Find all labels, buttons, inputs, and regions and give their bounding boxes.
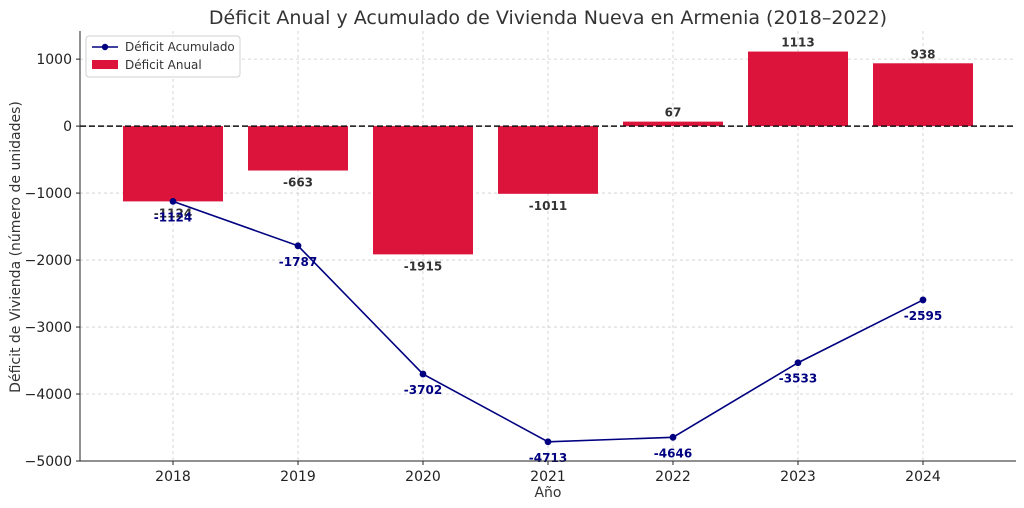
tick-labels: 1000 0 −1000 −2000 −3000 −4000 −5000 2018 2019 20… — [25, 52, 941, 485]
line-value-label: -2595 — [904, 309, 942, 323]
y-tick-label: −2000 — [25, 253, 72, 269]
point-2018 — [169, 197, 177, 205]
y-tick-label: 0 — [63, 119, 72, 135]
point-2023 — [794, 359, 802, 367]
line-value-label: -1787 — [279, 255, 317, 269]
bar-value-label: -1915 — [404, 259, 442, 273]
point-2022 — [669, 433, 677, 441]
bar-value-label: 938 — [910, 47, 935, 61]
x-tick-label: 2018 — [155, 469, 191, 485]
bar-series — [123, 51, 973, 255]
bar-value-label: -1124 — [154, 206, 192, 220]
legend-box — [85, 35, 241, 78]
bar-2023 — [748, 51, 848, 127]
line-value-label: -4646 — [654, 446, 692, 460]
legend-line-marker — [101, 43, 109, 51]
line-value-label: -3533 — [779, 372, 817, 386]
x-tick-label: 2022 — [655, 469, 691, 485]
bar-value-label: -663 — [283, 176, 313, 190]
chart-title: Déficit Anual y Acumulado de Vivienda Nu… — [209, 7, 887, 29]
bar-2018 — [123, 126, 223, 202]
point-2019 — [294, 242, 302, 250]
bar-2020 — [373, 126, 473, 255]
point-2020 — [419, 370, 427, 378]
x-tick-label: 2019 — [280, 469, 316, 485]
line-value-label: -1124 — [154, 210, 192, 224]
legend-label-acumulado: Déficit Acumulado — [125, 40, 235, 54]
x-tick-label: 2020 — [405, 469, 441, 485]
legend-bar-swatch — [92, 60, 118, 69]
legend: Déficit Acumulado Déficit Anual — [85, 35, 241, 78]
y-tick-label: −1000 — [25, 186, 72, 202]
point-2024 — [919, 296, 927, 304]
bar-2019 — [248, 126, 348, 171]
bar-2024 — [873, 63, 973, 127]
legend-label-anual: Déficit Anual — [125, 58, 202, 72]
y-axis-label: Déficit de Vivienda (número de unidades) — [8, 101, 24, 393]
data-labels: -1124 -663 -1915 -1011 67 1113 938 -1124 -1787 -3… — [154, 36, 942, 465]
x-tick-label: 2021 — [530, 469, 566, 485]
point-2021 — [544, 438, 552, 446]
line-series — [169, 197, 927, 446]
bar-value-label: 67 — [665, 106, 682, 120]
x-tick-label: 2024 — [905, 469, 941, 485]
x-tick-label: 2023 — [780, 469, 816, 485]
bar-value-label: 1113 — [781, 36, 814, 50]
axes — [76, 31, 1016, 465]
y-tick-label: −3000 — [25, 320, 72, 336]
y-tick-label: −5000 — [25, 454, 72, 470]
y-tick-label: −4000 — [25, 387, 72, 403]
bar-value-label: -1011 — [529, 199, 567, 213]
y-tick-label: 1000 — [36, 52, 72, 68]
x-axis-label: Año — [534, 485, 561, 501]
bar-2022 — [623, 121, 723, 127]
bar-2021 — [498, 126, 598, 194]
line-value-label: -3702 — [404, 383, 442, 397]
